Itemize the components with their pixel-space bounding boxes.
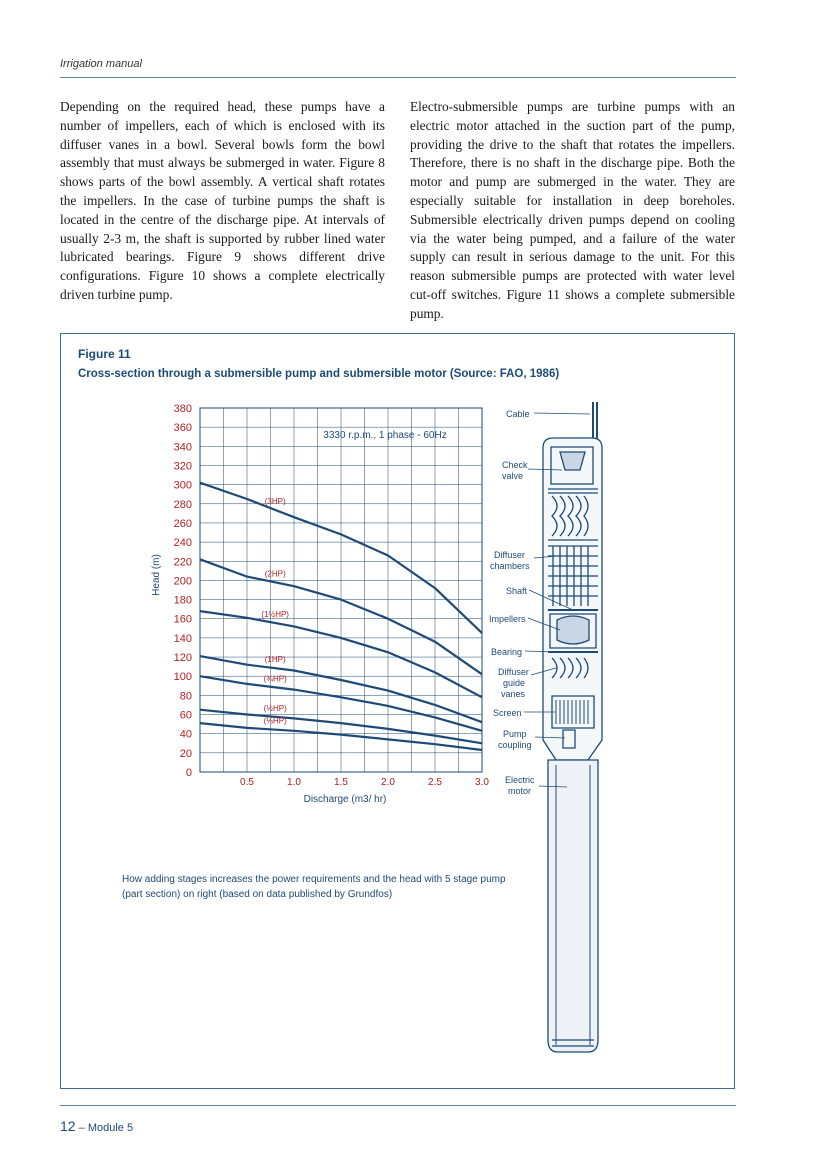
y-tick-label: 260	[174, 518, 192, 530]
series-line	[199, 558, 483, 676]
y-tick-label: 140	[174, 633, 192, 645]
x-tick-label: 2.0	[381, 777, 395, 788]
series-line	[199, 610, 483, 699]
y-tick-label: 240	[174, 537, 192, 549]
series-line	[199, 655, 483, 724]
series-label: (⅓HP)	[264, 717, 287, 726]
y-tick-label: 200	[174, 575, 192, 587]
x-tick-label: 2.5	[428, 777, 442, 788]
y-tick-label: 20	[180, 748, 192, 760]
x-tick-label: 1.5	[334, 777, 348, 788]
label-check-valve-1: Check	[502, 460, 528, 470]
page-number: 12	[60, 1118, 76, 1134]
series-line	[199, 481, 483, 634]
series-line	[199, 708, 483, 745]
y-tick-label: 320	[174, 460, 192, 472]
y-tick-label: 180	[174, 595, 192, 607]
footer-rule	[60, 1105, 736, 1106]
label-screen: Screen	[493, 708, 522, 718]
plot-frame	[199, 407, 483, 773]
label-pump-coupling-2: coupling	[498, 740, 532, 750]
series-line	[199, 722, 483, 752]
y-tick-label: 160	[174, 614, 192, 626]
x-tick-label: 0.5	[240, 777, 254, 788]
series-label: (½HP)	[264, 704, 287, 713]
y-tick-label: 120	[174, 652, 192, 664]
label-diffuser-guide-vanes-3: vanes	[501, 689, 526, 699]
label-pump-coupling-1: Pump	[503, 729, 527, 739]
series-label: (1½HP)	[261, 610, 289, 619]
y-tick-label: 60	[180, 710, 192, 722]
page-footer: 12 – Module 5	[60, 1118, 133, 1134]
y-tick-label: 360	[174, 422, 192, 434]
body-column-right: Electro-submersible pumps are turbine pu…	[410, 99, 735, 321]
label-impellers: Impellers	[489, 614, 526, 624]
figure-label: Figure 11	[78, 347, 131, 361]
label-check-valve-2: valve	[502, 471, 523, 481]
label-shaft: Shaft	[506, 586, 528, 596]
figure-title: Cross-section through a submersible pump…	[78, 368, 560, 380]
series-label: (3HP)	[265, 497, 286, 506]
figure-caption: How adding stages increases the power re…	[122, 874, 506, 900]
series-line	[199, 675, 483, 732]
y-tick-label: 40	[180, 729, 192, 741]
pump-callouts: Cable Check valve Diffuser chambers Shaf…	[489, 409, 591, 796]
label-electric-motor-1: Electric	[505, 775, 535, 785]
head-discharge-chart: 0 20 40 60 80 100 120 140 160 180 200 220 240 260 280 3…	[151, 403, 489, 805]
series-label: (2HP)	[265, 569, 286, 578]
label-cable: Cable	[506, 409, 530, 419]
y-tick-label: 100	[174, 671, 192, 683]
label-diffuser-guide-vanes-1: Diffuser	[498, 667, 529, 677]
y-tick-label: 220	[174, 556, 192, 568]
running-header: Irrigation manual	[60, 58, 142, 70]
series-label: (¾HP)	[264, 674, 287, 683]
y-tick-label: 380	[174, 403, 192, 415]
figure-frame	[60, 333, 735, 1089]
chart-annotation: 3330 r.p.m., 1 phase - 60Hz	[323, 430, 446, 441]
y-tick-label: 0	[186, 767, 192, 779]
pump-illustration	[542, 402, 603, 1053]
module-label: – Module 5	[78, 1122, 134, 1134]
label-diffuser-guide-vanes-2: guide	[503, 678, 525, 688]
x-tick-label: 3.0	[475, 777, 489, 788]
series-label: (1HP)	[265, 655, 286, 664]
x-axis-label: Discharge (m3/ hr)	[304, 794, 387, 805]
y-tick-label: 80	[180, 690, 192, 702]
y-tick-label: 300	[174, 480, 192, 492]
y-axis-label: Head (m)	[151, 554, 162, 596]
x-tick-label: 1.0	[287, 777, 301, 788]
label-diffuser-chambers-2: chambers	[490, 561, 530, 571]
label-diffuser-chambers-1: Diffuser	[494, 550, 525, 560]
label-electric-motor-2: motor	[508, 786, 531, 796]
y-tick-label: 340	[174, 441, 192, 453]
label-bearing: Bearing	[491, 647, 522, 657]
header-rule	[60, 77, 736, 78]
y-tick-label: 280	[174, 499, 192, 511]
body-column-left: Depending on the required head, these pu…	[60, 99, 385, 302]
